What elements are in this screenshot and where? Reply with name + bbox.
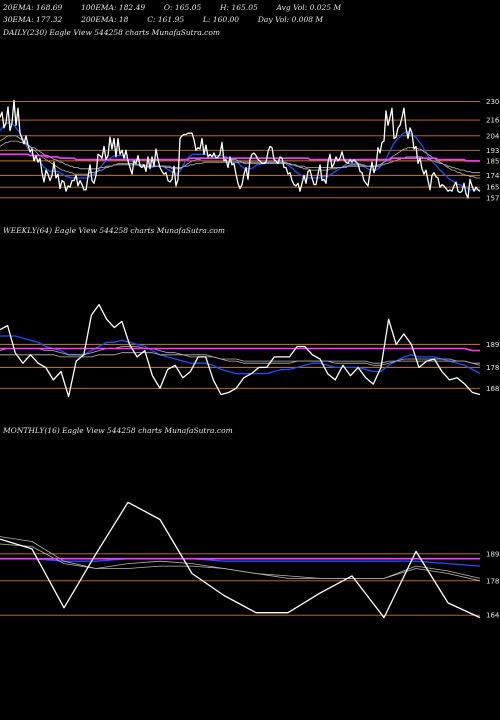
level-tick-label: 204 — [486, 132, 500, 140]
level-tick-label: 185 — [486, 157, 499, 165]
close-label: C: — [147, 15, 156, 24]
price-line — [0, 501, 481, 619]
high-value: 165.05 — [231, 3, 258, 12]
header-row-1: 20EMA: 168.69 100EMA: 182.49 O: 165.05 H… — [3, 3, 341, 12]
ema-line — [0, 347, 480, 352]
monthly-panel: 189 178 164 — [0, 501, 500, 620]
ema-line — [0, 140, 480, 174]
avg-vol-label: Avg Vol: — [276, 3, 308, 12]
price-line — [0, 99, 481, 199]
level-tick-label: 189 — [486, 550, 499, 558]
level-tick-label: 230 — [486, 98, 499, 106]
low-label: L: — [202, 15, 211, 24]
level-tick-label: 189 — [486, 341, 499, 349]
daily-panel: 230 216 204 193 185 174 165 157 — [0, 98, 500, 202]
ema-line — [0, 543, 481, 582]
level-tick-label: 174 — [486, 172, 500, 180]
ema200-value: 18 — [118, 15, 129, 24]
ema100-label: 100EMA: — [81, 3, 117, 12]
level-tick-label: 193 — [486, 147, 499, 155]
ema20-value: 168.69 — [36, 3, 63, 12]
header-row-2: 30EMA: 177.32 200EMA: 18 C: 161.95 L: 16… — [3, 15, 323, 24]
weekly-panel-title: WEEKLY(64) Eagle View 544258 charts Muna… — [3, 226, 226, 235]
open-value: 165.05 — [175, 3, 202, 12]
ema-line — [0, 122, 480, 191]
level-tick-label: 165 — [486, 184, 499, 192]
daily-panel-title: DAILY(230) Eagle View 544258 charts Muna… — [3, 28, 220, 37]
avg-vol-value: 0.025 M — [309, 3, 342, 12]
level-tick-label: 178 — [486, 364, 499, 372]
weekly-panel: 189 178 168 — [0, 303, 499, 398]
open-label: O: — [163, 3, 173, 12]
price-line — [0, 303, 481, 398]
ema100-value: 182.49 — [118, 3, 146, 12]
level-tick-label: 216 — [486, 117, 500, 125]
ema-line — [0, 352, 480, 364]
close-value: 161.95 — [157, 15, 185, 24]
level-tick-label: 168 — [486, 385, 499, 393]
ema200-label: 200EMA: — [81, 15, 117, 24]
day-vol-label: Day Vol: — [257, 15, 290, 24]
ema20-label: 20EMA: — [3, 3, 34, 12]
ema-line — [0, 346, 481, 366]
level-tick-label: 164 — [486, 612, 500, 620]
ema-line — [0, 558, 481, 567]
high-label: H: — [220, 3, 230, 12]
low-value: 160.00 — [212, 15, 240, 24]
monthly-panel-title: MONTHLY(16) Eagle View 544258 charts Mun… — [3, 426, 233, 435]
level-tick-label: 157 — [486, 194, 499, 202]
ema30-label: 30EMA: — [3, 15, 34, 24]
ema-line — [0, 153, 480, 162]
level-tick-label: 178 — [486, 577, 499, 585]
ema-line — [0, 135, 480, 179]
ema30-value: 177.32 — [36, 15, 63, 24]
day-vol-value: 0.008 M — [291, 15, 324, 24]
ema-line — [0, 536, 481, 579]
